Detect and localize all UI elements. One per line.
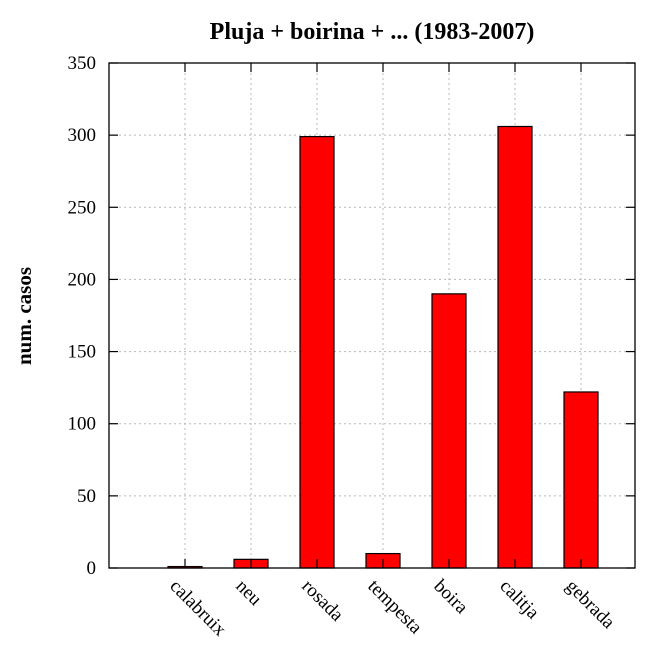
- y-tick-label: 150: [68, 342, 97, 363]
- y-tick-label: 50: [77, 486, 96, 507]
- y-axis-label: num. casos: [12, 267, 36, 365]
- x-tick-label: tempesta: [363, 576, 426, 639]
- y-tick-label: 100: [68, 414, 97, 435]
- x-tick-labels: calabruix neu rosada tempesta boira calitja ge…: [165, 576, 619, 641]
- x-tick-label: gebrada: [561, 576, 619, 634]
- bar-boira: [431, 293, 467, 569]
- x-tick-label: rosada: [297, 576, 347, 626]
- bar-calitja: [497, 125, 533, 569]
- y-tick-label: 300: [68, 125, 97, 146]
- y-tick-label: 350: [68, 53, 97, 74]
- bars: [167, 125, 599, 569]
- x-tick-label: calitja: [495, 576, 543, 624]
- chart-title: Pluja + boirina + ... (1983-2007): [210, 19, 535, 45]
- x-tick-label: calabruix: [165, 576, 230, 641]
- y-tick-label: 0: [87, 558, 97, 579]
- grid-lines: [109, 63, 635, 568]
- y-tick-label: 200: [68, 269, 97, 290]
- axis-ticks: [109, 62, 635, 569]
- y-tick-label: 250: [68, 197, 97, 218]
- x-tick-label: neu: [231, 576, 266, 611]
- y-tick-labels: 0 50 100 150 200 250 300 350: [68, 53, 97, 579]
- bar-rosada: [299, 135, 335, 569]
- x-tick-label: boira: [429, 576, 472, 619]
- plot-frame: [108, 62, 636, 569]
- bar-gebrada: [563, 391, 599, 569]
